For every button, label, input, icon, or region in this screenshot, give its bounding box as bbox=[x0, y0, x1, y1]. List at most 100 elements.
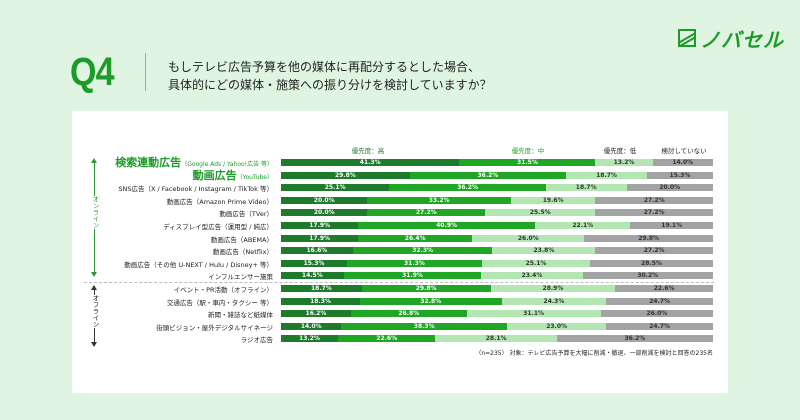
data-label: 15.3% bbox=[303, 259, 325, 267]
data-label: 14.0% bbox=[672, 159, 694, 166]
data-label: 13.2% bbox=[613, 159, 635, 166]
data-label: 33.2% bbox=[428, 196, 450, 204]
bar-segment-high: 18.3% bbox=[281, 297, 360, 305]
bar-segment-low: 28.1% bbox=[435, 335, 557, 343]
bar-segment-none: 28.5% bbox=[590, 259, 713, 267]
data-label: 20.0% bbox=[313, 196, 335, 204]
row-label: イベント・PR活動（オフライン） bbox=[174, 284, 273, 294]
legend-mid: 優先度：中 bbox=[511, 147, 545, 155]
data-label: 19.1% bbox=[661, 222, 683, 229]
bar-segment-high: 20.0% bbox=[281, 196, 368, 204]
bar-segment-low: 26.0% bbox=[472, 234, 585, 242]
bar-segment-mid: 26.8% bbox=[350, 310, 467, 318]
data-label: 25.1% bbox=[525, 259, 547, 267]
data-label: 28.1% bbox=[485, 335, 507, 343]
bar-segment-high: 25.1% bbox=[281, 184, 390, 192]
bar-segment-low: 19.6% bbox=[510, 196, 596, 204]
online-group-label: オンライン bbox=[89, 196, 100, 229]
bar-segment-low: 18.7% bbox=[545, 184, 627, 192]
offline-group-label: オフライン bbox=[89, 295, 100, 328]
bar-row: 15.3% 31.3% 25.1% 28.5% bbox=[281, 259, 713, 267]
bar-row: 18.3% 32.8% 24.3% 24.7% bbox=[281, 297, 713, 305]
row-label: SNS広告（X / Facebook / Instagram / TikTok … bbox=[118, 183, 273, 193]
data-label: 27.2% bbox=[643, 196, 665, 204]
row-label-sub: （YouTube） bbox=[236, 173, 273, 181]
data-label: 22.6% bbox=[376, 335, 398, 343]
bar-segment-none: 20.0% bbox=[626, 184, 713, 192]
data-label: 17.9% bbox=[309, 234, 331, 242]
data-label: 27.2% bbox=[643, 247, 665, 255]
data-label: 29.8% bbox=[334, 171, 356, 179]
data-label: 29.8% bbox=[415, 285, 437, 292]
bar-segment-none: 30.2% bbox=[582, 272, 713, 280]
data-label: 31.1% bbox=[523, 310, 545, 318]
data-label: 18.3% bbox=[310, 297, 331, 305]
row-label: 動画広告（その他 U-NEXT / Hulu / Disney+ 等） bbox=[124, 259, 273, 269]
row-label: 動画広告（YouTube） bbox=[193, 167, 273, 183]
brand-logo: ノバセル bbox=[678, 26, 784, 52]
bar-segment-mid: 31.5% bbox=[459, 159, 596, 166]
data-label: 23.4% bbox=[521, 272, 543, 280]
data-label: 40.9% bbox=[436, 222, 458, 229]
online-arrow-down-icon bbox=[91, 272, 97, 277]
bar-segment-mid: 32.3% bbox=[352, 247, 493, 255]
row-label-main: 動画広告（Netflix） bbox=[212, 248, 273, 257]
row-label: 動画広告（TVer） bbox=[219, 208, 273, 218]
row-label-sub: （Google Ads / Yahoo!広告 等） bbox=[181, 161, 273, 168]
data-label: 36.2% bbox=[624, 335, 646, 343]
data-label: 26.8% bbox=[398, 310, 420, 318]
bar-segment-low: 24.3% bbox=[501, 297, 607, 305]
data-label: 36.2% bbox=[457, 184, 479, 192]
row-label: ディスプレイ型広告（運用型 / 純広） bbox=[163, 221, 273, 231]
bar-segment-low: 23.0% bbox=[506, 322, 607, 330]
data-label: 22.6% bbox=[653, 285, 675, 292]
bar-segment-low: 25.5% bbox=[485, 209, 596, 217]
data-label: 23.8% bbox=[533, 247, 555, 255]
bar-segment-none: 26.0% bbox=[600, 310, 713, 318]
bar-segment-none: 19.1% bbox=[630, 222, 713, 229]
bar-segment-mid: 40.9% bbox=[358, 222, 535, 229]
bar-segment-high: 13.2% bbox=[281, 335, 338, 343]
data-label: 29.8% bbox=[638, 234, 660, 242]
data-label: 16.6% bbox=[306, 247, 328, 255]
data-label: 18.7% bbox=[310, 285, 332, 292]
bar-segment-mid: 27.2% bbox=[367, 209, 486, 217]
legend-not-considered: 検討していない bbox=[661, 147, 707, 155]
bar-row: 16.6% 32.3% 23.8% 27.2% bbox=[281, 247, 713, 255]
data-label: 24.3% bbox=[543, 297, 565, 305]
row-label: 動画広告（Netflix） bbox=[213, 246, 273, 256]
row-label-main: SNS広告（X / Facebook / Instagram / TikTok … bbox=[118, 185, 273, 194]
data-label: 16.2% bbox=[305, 310, 327, 318]
data-label: 31.5% bbox=[517, 159, 538, 166]
data-label: 14.5% bbox=[301, 272, 323, 280]
row-label-main: 交通広告（駅・車内・タクシー 等） bbox=[166, 298, 273, 307]
row-label-main: 新聞・雑誌など紙媒体 bbox=[208, 311, 273, 320]
bar-segment-low: 23.4% bbox=[481, 272, 583, 280]
bar-segment-mid: 31.3% bbox=[346, 259, 482, 267]
bar-segment-mid: 38.3% bbox=[341, 322, 507, 330]
data-label: 18.7% bbox=[596, 171, 617, 179]
row-label: 新聞・雑誌など紙媒体 bbox=[208, 309, 273, 319]
bar-segment-high: 17.9% bbox=[281, 234, 359, 242]
row-label-main: イベント・PR活動（オフライン） bbox=[173, 286, 273, 294]
bar-segment-mid: 36.2% bbox=[389, 184, 546, 192]
bar-segment-high: 29.8% bbox=[281, 171, 410, 179]
row-label: 交通広告（駅・車内・タクシー 等） bbox=[167, 297, 273, 307]
bar-segment-mid: 22.6% bbox=[337, 335, 436, 343]
bar-segment-low: 25.1% bbox=[481, 259, 591, 267]
legend-low: 優先度：低 bbox=[603, 147, 637, 155]
bar-segment-mid: 32.8% bbox=[359, 297, 502, 305]
row-label: 動画広告（Amazon Prime Video） bbox=[167, 196, 273, 206]
row-label-main: 動画広告 bbox=[192, 168, 237, 182]
data-label: 30.2% bbox=[637, 272, 659, 280]
data-label: 20.0% bbox=[313, 209, 335, 217]
nobasel-logo-icon bbox=[678, 29, 696, 47]
bar-segment-mid: 31.9% bbox=[343, 272, 482, 280]
bar-segment-none: 14.0% bbox=[652, 159, 713, 166]
data-label: 31.9% bbox=[402, 272, 423, 280]
data-label: 26.0% bbox=[517, 234, 539, 242]
data-label: 36.2% bbox=[477, 171, 499, 179]
bar-row: 13.2% 22.6% 28.1% 36.2% bbox=[281, 335, 713, 343]
question-number: Q4 bbox=[70, 50, 115, 94]
data-label: 31.3% bbox=[404, 259, 425, 267]
